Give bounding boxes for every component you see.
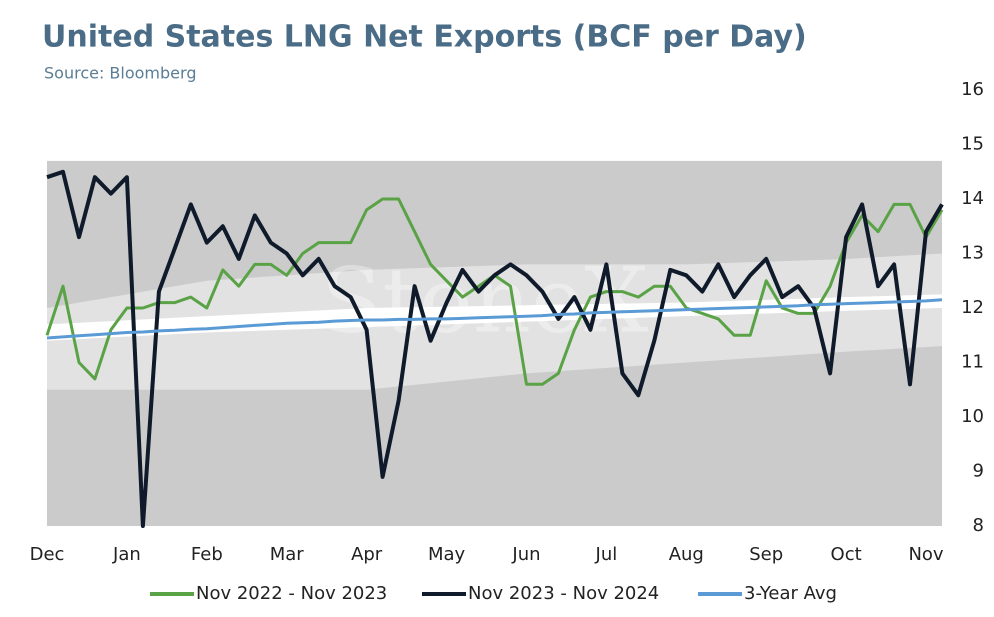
series-line	[46, 298, 943, 340]
y-tick-label: 15	[961, 134, 984, 155]
x-tick-label: Jan	[112, 544, 141, 565]
x-tick-label: Jul	[595, 544, 618, 565]
x-tick-label: Nov	[908, 544, 943, 565]
y-tick-label: 10	[961, 406, 984, 427]
y-tick-label: 8	[973, 515, 984, 536]
chart-title: United States LNG Net Exports (BCF per D…	[42, 20, 807, 55]
y-tick-label: 13	[961, 243, 984, 264]
x-tick-label: Dec	[30, 544, 65, 565]
legend-label: Nov 2023 - Nov 2024	[468, 583, 659, 604]
x-tick-label: Oct	[831, 544, 862, 565]
y-tick-label: 9	[973, 461, 984, 482]
x-tick-label: Feb	[191, 544, 223, 565]
x-tick-label: Mar	[270, 544, 305, 565]
y-tick-label: 12	[961, 297, 984, 318]
x-tick-label: Aug	[669, 544, 704, 565]
watermark: StoneX	[321, 248, 648, 353]
chart-subtitle: Source: Bloomberg	[44, 64, 196, 83]
y-tick-label: 14	[961, 188, 984, 209]
legend-label: Nov 2022 - Nov 2023	[196, 583, 387, 604]
y-tick-label: 16	[961, 79, 984, 100]
x-tick-label: Jun	[511, 544, 540, 565]
x-tick-label: May	[428, 544, 466, 565]
series-line	[46, 169, 944, 528]
x-tick-label: Apr	[351, 544, 383, 565]
y-tick-label: 11	[961, 352, 984, 373]
legend-label: 3-Year Avg	[744, 583, 837, 604]
x-tick-label: Sep	[749, 544, 783, 565]
